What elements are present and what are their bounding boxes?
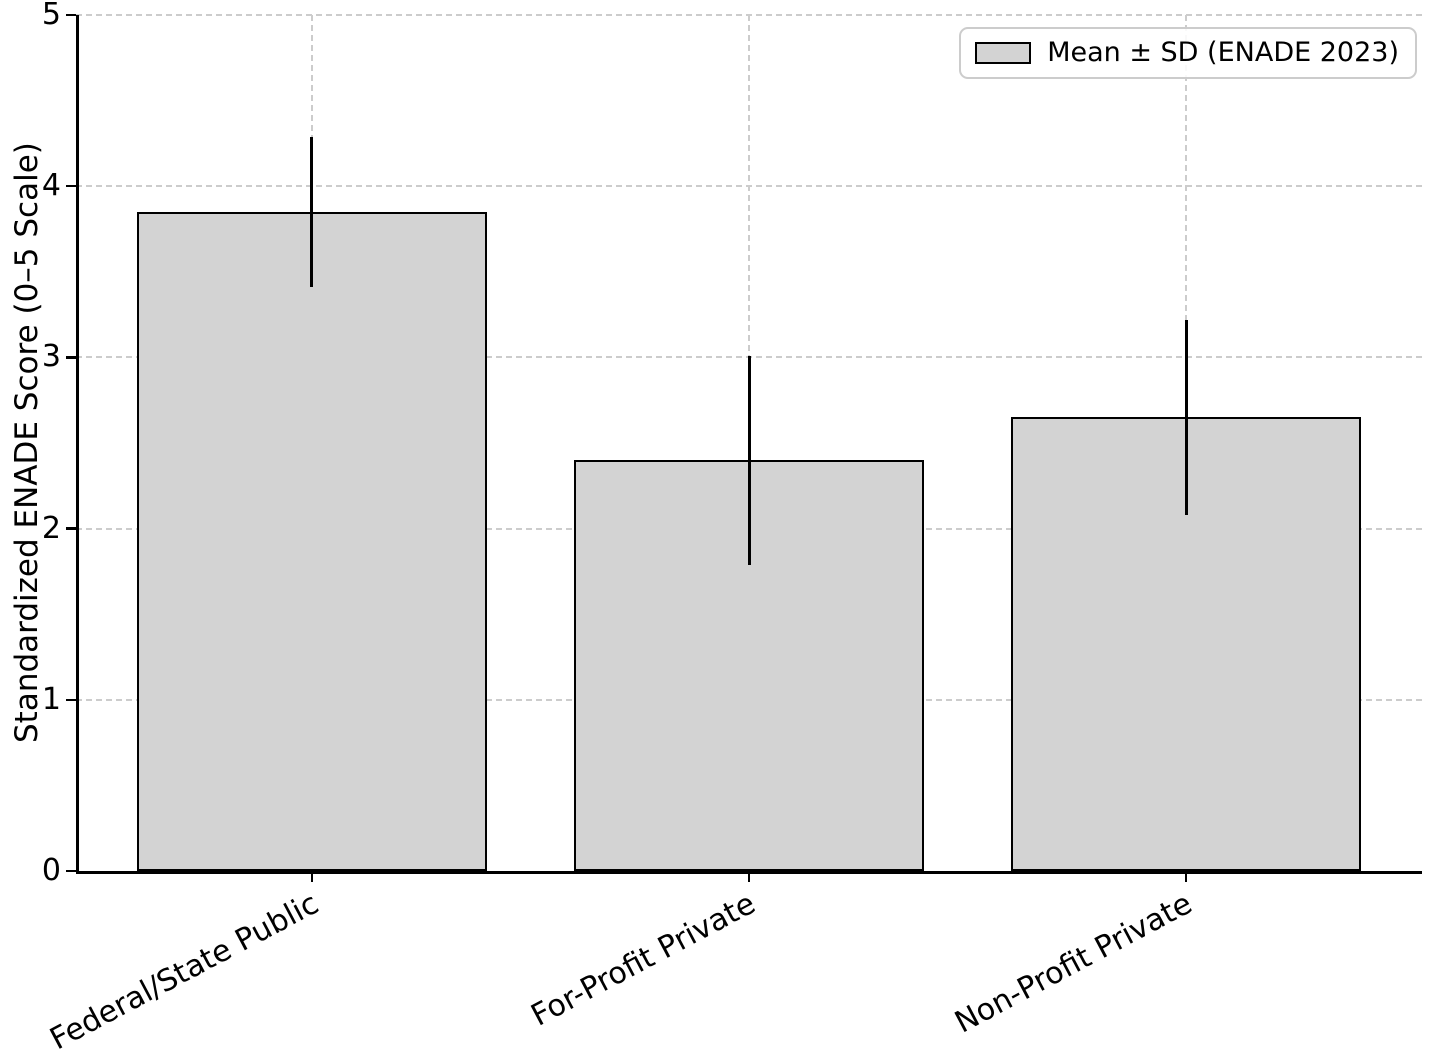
x-tick-label: Federal/State Public (43, 886, 324, 1058)
y-tick-label: 4 (41, 168, 61, 204)
y-tick-label: 2 (41, 510, 61, 546)
legend: Mean ± SD (ENADE 2023) (959, 27, 1417, 79)
y-tick (66, 869, 76, 873)
y-axis-spine (76, 15, 79, 873)
y-tick-label: 0 (41, 853, 61, 888)
x-tick (1184, 871, 1188, 882)
x-tick-label: Non-Profit Private (949, 886, 1198, 1041)
y-tick (66, 184, 76, 188)
error-bar-2 (747, 355, 751, 565)
bar-1 (137, 211, 487, 871)
legend-swatch-icon (975, 42, 1032, 64)
x-tick (310, 871, 314, 882)
y-axis-label: Standardized ENADE Score (0–5 Scale) (9, 142, 45, 744)
x-tick-label: For-Profit Private (525, 886, 761, 1034)
y-tick-label: 3 (41, 339, 61, 375)
y-tick-label: 5 (41, 0, 61, 32)
y-tick (66, 698, 76, 702)
x-tick (747, 871, 751, 882)
y-tick (66, 356, 76, 359)
y-tick (66, 13, 76, 17)
error-bar-1 (310, 136, 314, 288)
x-axis-spine (76, 871, 1422, 874)
y-tick-label: 1 (41, 681, 61, 717)
legend-label: Mean ± SD (ENADE 2023) (1047, 37, 1399, 68)
y-tick (66, 527, 76, 530)
error-bar-3 (1184, 319, 1188, 515)
